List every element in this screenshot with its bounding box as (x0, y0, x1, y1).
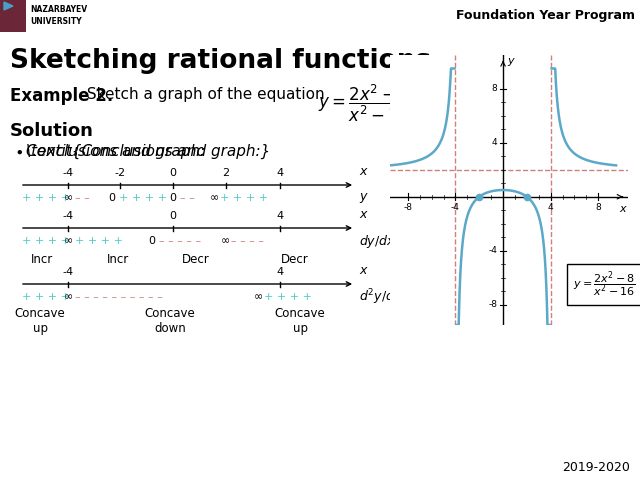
Text: 2019-2020: 2019-2020 (562, 461, 630, 474)
Text: 2: 2 (223, 168, 230, 178)
Text: -2: -2 (115, 168, 125, 178)
Text: ∞: ∞ (254, 292, 263, 302)
Text: – –: – – (75, 193, 90, 203)
Text: $d^2y/dx^2$: $d^2y/dx^2$ (359, 287, 408, 307)
Text: -4: -4 (63, 168, 74, 178)
Text: ∞: ∞ (63, 292, 72, 302)
Text: $x$: $x$ (359, 208, 369, 221)
Text: $\bullet$: $\bullet$ (14, 144, 23, 159)
Text: Concave
up: Concave up (275, 307, 325, 335)
Text: \textit{Conclusions and graph:}: \textit{Conclusions and graph:} (26, 144, 270, 159)
Text: ∞: ∞ (210, 193, 220, 203)
Text: – – – – –: – – – – – (159, 236, 201, 246)
Text: + + + +: + + + + (22, 292, 70, 302)
Text: Concave
up: Concave up (15, 307, 65, 335)
Text: 4: 4 (548, 204, 554, 213)
Text: 4: 4 (492, 138, 497, 147)
Text: -4: -4 (63, 267, 74, 277)
Text: – –: – – (180, 193, 195, 203)
Text: $dy/dx$: $dy/dx$ (359, 232, 396, 250)
Text: + + + +: + + + + (75, 236, 123, 246)
Text: ∞: ∞ (221, 236, 230, 246)
Text: Sketching rational functions: Sketching rational functions (10, 48, 431, 74)
Text: 0: 0 (170, 193, 177, 203)
Text: + + + +: + + + + (22, 236, 70, 246)
Text: -4: -4 (488, 246, 497, 255)
Text: 4: 4 (276, 267, 284, 277)
Text: + + + +: + + + + (220, 193, 268, 203)
Text: $x$: $x$ (619, 204, 628, 214)
Text: – – – –: – – – – (231, 236, 264, 246)
Text: ∞: ∞ (63, 193, 72, 203)
Text: UNIVERSITY: UNIVERSITY (30, 17, 82, 26)
Text: 0: 0 (148, 236, 156, 246)
Text: $x$: $x$ (359, 165, 369, 178)
Text: + + + +: + + + + (22, 193, 70, 203)
Text: – – – – – – – – – –: – – – – – – – – – – (75, 292, 163, 302)
Text: $y$: $y$ (359, 191, 369, 205)
Text: 4: 4 (276, 211, 284, 221)
Text: 4: 4 (276, 168, 284, 178)
Text: Decr: Decr (182, 253, 210, 266)
Text: Incr: Incr (31, 253, 53, 266)
Text: 8: 8 (595, 204, 601, 213)
Text: Example 2.: Example 2. (10, 87, 113, 105)
Text: $y$: $y$ (507, 56, 516, 68)
Text: Foundation Year Program: Foundation Year Program (456, 10, 635, 23)
Bar (0, 0, 26, 32)
Text: Sketch a graph of the equation: Sketch a graph of the equation (82, 87, 324, 102)
Text: -8: -8 (488, 300, 497, 309)
Text: 0: 0 (170, 211, 177, 221)
Text: + + + +: + + + + (264, 292, 312, 302)
Text: -8: -8 (403, 204, 412, 213)
Text: $y = \dfrac{2x^2 - 8}{x^2 - 16}$: $y = \dfrac{2x^2 - 8}{x^2 - 16}$ (318, 83, 411, 124)
Text: NAZARBAYEV: NAZARBAYEV (30, 5, 87, 14)
Text: Incr: Incr (107, 253, 129, 266)
Text: Decr: Decr (281, 253, 309, 266)
Text: 0: 0 (170, 168, 177, 178)
Text: -4: -4 (63, 211, 74, 221)
Text: $x$: $x$ (359, 264, 369, 277)
Text: ∞: ∞ (63, 236, 72, 246)
Text: Concave
down: Concave down (145, 307, 195, 335)
Text: 8: 8 (492, 84, 497, 93)
Polygon shape (4, 2, 13, 10)
Text: $y = \dfrac{2x^2-8}{x^2-16}$: $y = \dfrac{2x^2-8}{x^2-16}$ (573, 270, 636, 300)
Text: -4: -4 (451, 204, 460, 213)
Text: Solution: Solution (10, 122, 94, 140)
Text: 0: 0 (109, 193, 115, 203)
Text: Conclusions and graph:: Conclusions and graph: (26, 144, 205, 159)
Text: + + + +: + + + + (119, 193, 167, 203)
